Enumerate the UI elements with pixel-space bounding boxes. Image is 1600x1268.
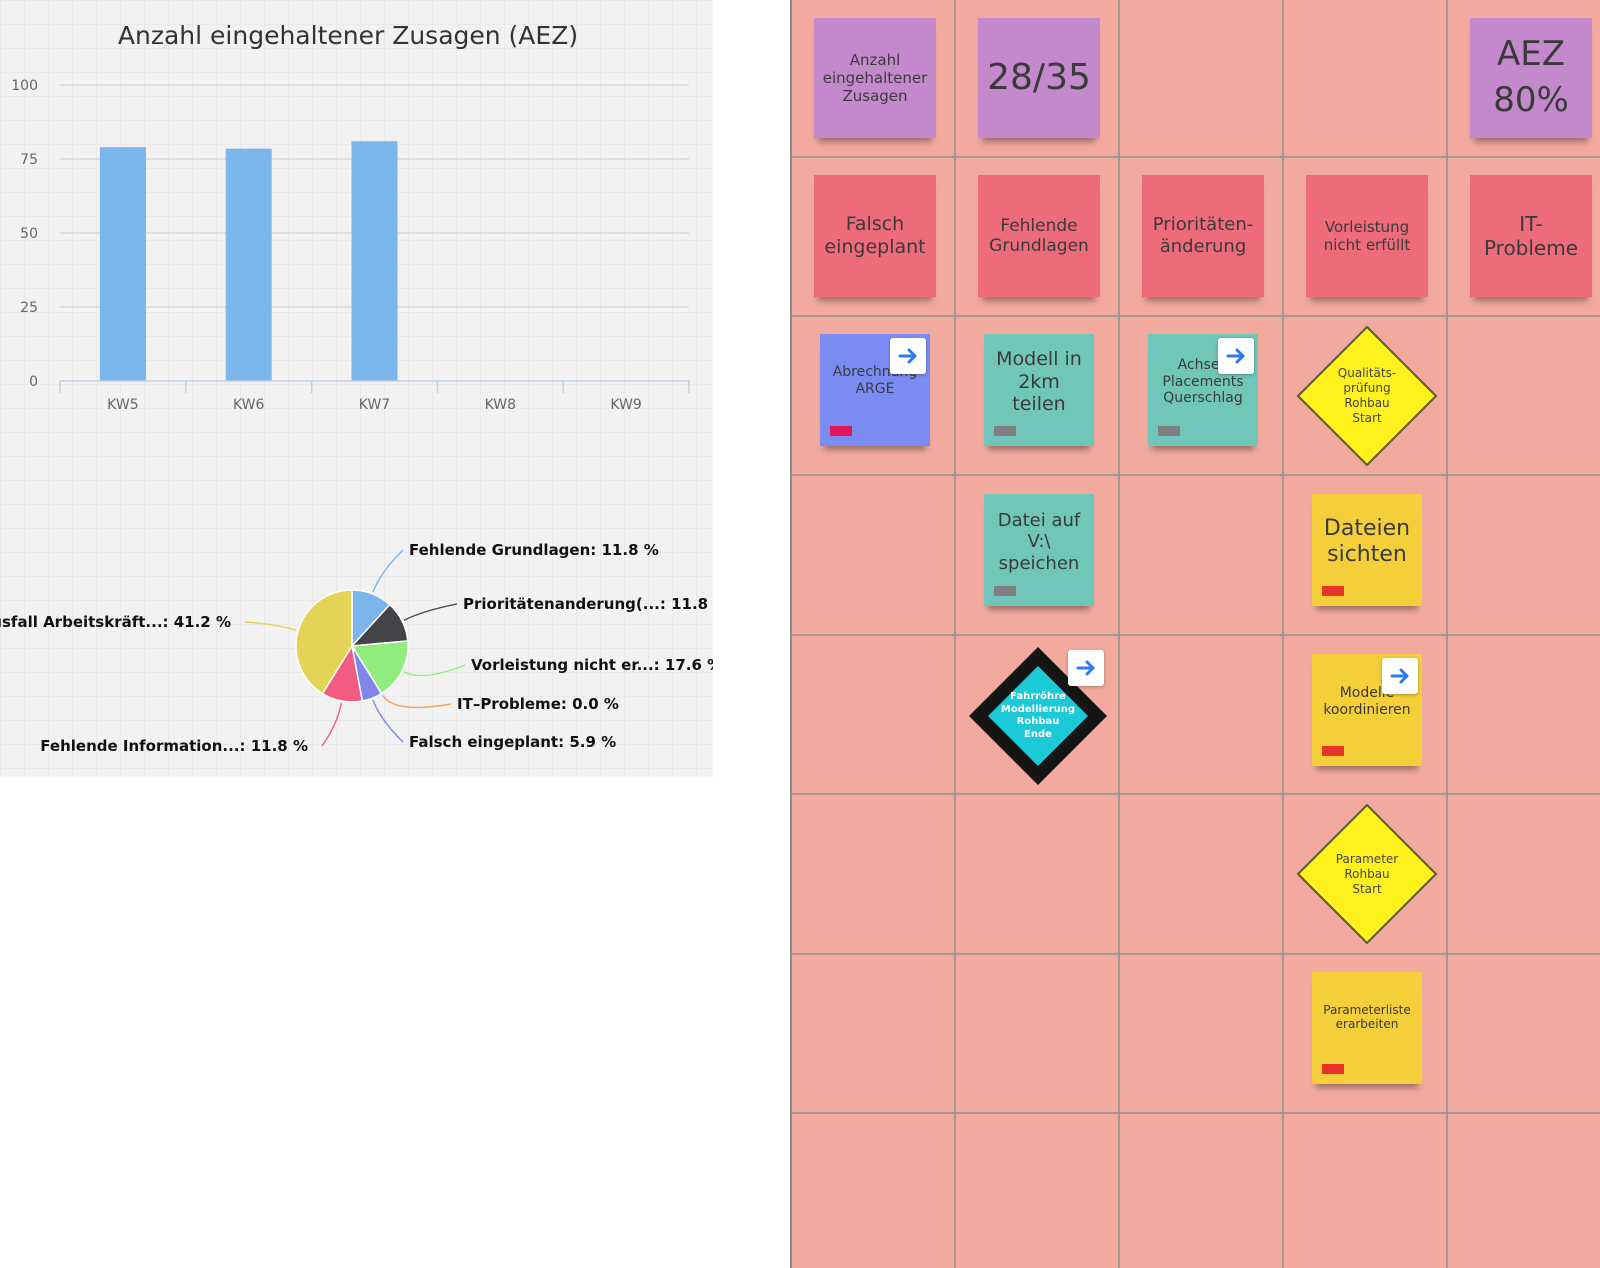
- arrow-right-icon: [1226, 348, 1245, 364]
- bar-kw5: [99, 147, 146, 381]
- pie-connector: [403, 603, 458, 621]
- x-tick-label: KW6: [233, 397, 265, 413]
- note-modell-teilen[interactable]: Modell in 2km teilen: [984, 334, 1094, 446]
- pie-chart: Fehlende Grundlagen: 11.8 % Prioritätenan…: [0, 541, 713, 755]
- grid-line: [792, 474, 1600, 476]
- pie-label: Ausfall Arbeitskräft...: 41.2 %: [0, 613, 231, 631]
- pie-connector: [403, 664, 466, 677]
- bar-chart-x-axis: KW5 KW6 KW7 KW8 KW9: [59, 380, 690, 413]
- link-badge[interactable]: [1218, 338, 1254, 374]
- note-modelle-koordinieren[interactable]: Modelle koordinieren: [1312, 654, 1422, 766]
- diamond-shape: [1296, 325, 1438, 467]
- bar-kw7: [351, 141, 398, 381]
- chart-panel: Anzahl eingehaltener Zusagen (AEZ) 0 25 50…: [0, 0, 713, 777]
- priority-tag: [1322, 1064, 1344, 1074]
- note-text: Modell in 2km teilen: [996, 347, 1082, 416]
- x-tick-label: KW8: [485, 397, 516, 413]
- pie-connector: [244, 621, 297, 631]
- milestone-parameter-rohbau[interactable]: Parameter Rohbau Start: [1295, 802, 1439, 946]
- link-badge[interactable]: [890, 338, 926, 374]
- note-datei-speichern[interactable]: Datei auf V:\ speichen: [984, 494, 1094, 606]
- milestone-text: Fahrröhre Modellierung Rohbau Ende: [1000, 691, 1076, 740]
- diamond-shape: [1296, 803, 1438, 945]
- milestone-text: Parameter Rohbau Start: [1335, 851, 1399, 896]
- bar-kw6: [225, 148, 272, 381]
- pie-label: Falsch eingeplant: 5.9 %: [409, 733, 616, 751]
- bar-chart-bars: [99, 141, 398, 381]
- pie-connector: [381, 694, 452, 709]
- note-text: Parameterliste erarbeiten: [1323, 1002, 1411, 1031]
- pie-connector: [321, 702, 343, 747]
- priority-tag: [994, 586, 1016, 596]
- note-text: Achsen Placements Querschlag: [1162, 356, 1244, 407]
- pie-label: Fehlende Grundlagen: 11.8 %: [409, 541, 659, 559]
- priority-tag: [994, 426, 1016, 436]
- arrow-right-icon: [1390, 668, 1409, 684]
- priority-tag: [1158, 426, 1180, 436]
- y-tick-label: 0: [29, 374, 38, 390]
- pie-connector: [372, 699, 404, 743]
- note-text: Datei auf V:\ speichen: [997, 509, 1081, 574]
- kanban-board: Anzahl eingehaltener Zusagen 28/35 AEZ 8…: [790, 0, 1600, 1268]
- pie-label: Vorleistung nicht er...: 17.6 %: [471, 656, 713, 674]
- grid-line: [792, 634, 1600, 636]
- link-badge[interactable]: [1382, 658, 1418, 694]
- grid-line: [792, 1112, 1600, 1114]
- milestone-text: Qualitäts- prüfung Rohbau Start: [1337, 366, 1397, 425]
- y-tick-label: 75: [20, 152, 38, 168]
- note-text: Modelle koordinieren: [1323, 685, 1411, 718]
- grid-line: [792, 793, 1600, 795]
- note-dateien-sichten[interactable]: Dateien sichten: [1312, 494, 1422, 606]
- note-metric-value[interactable]: 28/35: [978, 18, 1100, 138]
- chart-canvas: Anzahl eingehaltener Zusagen (AEZ) 0 25 50…: [0, 21, 713, 755]
- pie-connector: [372, 549, 404, 593]
- bar-chart-y-ticks: 0 25 50 75 100: [11, 78, 38, 390]
- note-category-vorleistung[interactable]: Vorleistung nicht erfüllt: [1306, 175, 1428, 297]
- x-tick-label: KW9: [610, 397, 641, 413]
- grid-line: [792, 156, 1600, 158]
- priority-tag: [830, 426, 852, 436]
- priority-tag: [1322, 586, 1344, 596]
- note-text: Dateien sichten: [1323, 515, 1411, 567]
- note-abrechnung-arge[interactable]: Abrechnung ARGE: [820, 334, 930, 446]
- note-category-falsch-eingeplant[interactable]: Falsch eingeplant: [814, 175, 936, 297]
- x-tick-label: KW7: [359, 397, 390, 413]
- y-tick-label: 50: [20, 226, 38, 242]
- note-parameterliste[interactable]: Parameterliste erarbeiten: [1312, 972, 1422, 1084]
- note-achsen-placements[interactable]: Achsen Placements Querschlag: [1148, 334, 1258, 446]
- note-category-it-probleme[interactable]: IT- Probleme: [1470, 175, 1592, 297]
- grid-line: [792, 315, 1600, 317]
- pie-label: Fehlende Information...: 11.8 %: [40, 737, 308, 755]
- pie-slice-6: [295, 589, 353, 695]
- priority-tag: [1322, 746, 1344, 756]
- pie-label: IT–Probleme: 0.0 %: [457, 695, 619, 713]
- arrow-right-icon: [898, 348, 917, 364]
- note-category-prioritaeten[interactable]: Prioritäten- änderung: [1142, 175, 1264, 297]
- grid-line: [792, 953, 1600, 955]
- bar-chart-title: Anzahl eingehaltener Zusagen (AEZ): [118, 21, 578, 50]
- note-category-fehlende-grundlagen[interactable]: Fehlende Grundlagen: [978, 175, 1100, 297]
- x-tick-label: KW5: [107, 397, 138, 413]
- link-badge[interactable]: [1068, 650, 1104, 686]
- pie-label: Prioritätenanderung(...: 11.8 %: [463, 595, 713, 613]
- pie-slice-2: [350, 640, 409, 695]
- note-aez-value[interactable]: AEZ 80%: [1470, 18, 1592, 138]
- y-tick-label: 25: [20, 300, 38, 316]
- y-tick-label: 100: [11, 78, 38, 94]
- arrow-right-icon: [1076, 660, 1095, 676]
- note-metric-label[interactable]: Anzahl eingehaltener Zusagen: [814, 18, 936, 138]
- milestone-qualitaetspruefung[interactable]: Qualitäts- prüfung Rohbau Start: [1295, 324, 1439, 468]
